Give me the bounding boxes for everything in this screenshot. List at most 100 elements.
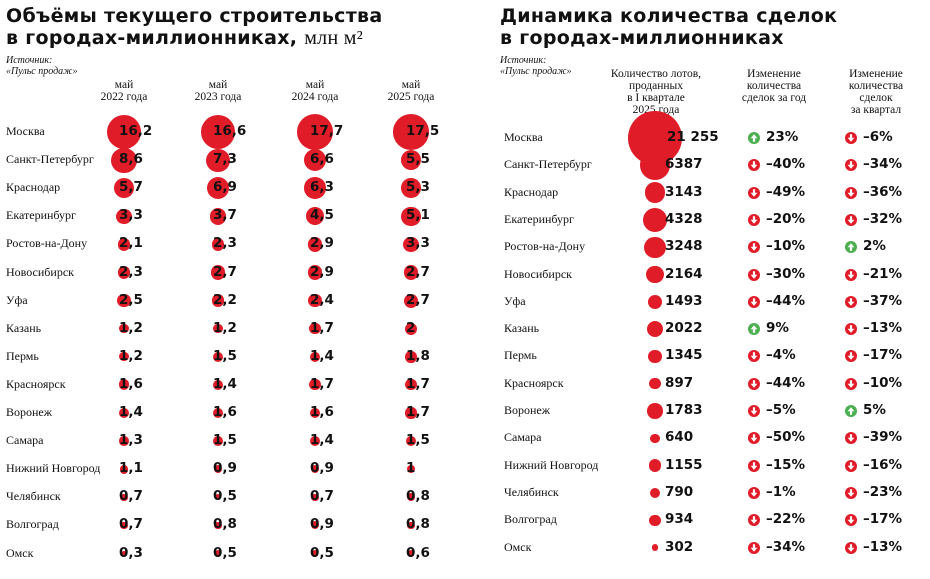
construction-value-label: 2,4: [310, 291, 334, 308]
construction-value-label: 0,8: [213, 516, 237, 533]
lots-value-label: 640: [665, 429, 694, 446]
lots-value-label: 6387: [665, 156, 703, 173]
construction-value-label: 2,1: [119, 235, 143, 252]
lots-bubble: [647, 403, 663, 419]
qoq-change-label: 2%: [863, 238, 886, 255]
construction-value-label: 2,7: [406, 263, 430, 280]
construction-bubble: [401, 178, 421, 199]
left-column-header: май 2025 года: [371, 79, 451, 103]
qoq-change-label: –21%: [863, 265, 903, 282]
yoy-change-label: –50%: [766, 429, 806, 446]
construction-value-label: 0,7: [119, 516, 143, 533]
right-city-label: Санкт-Петербург: [504, 157, 592, 172]
yoy-change-label: –40%: [766, 156, 806, 173]
construction-value-label: 0,5: [213, 488, 237, 505]
construction-bubble: [401, 206, 421, 226]
yoy-change-label: –30%: [766, 265, 806, 282]
arrow-down-icon: [845, 295, 857, 308]
construction-value-label: 5,1: [406, 207, 430, 224]
left-city-label: Санкт-Петербург: [6, 152, 94, 167]
construction-value-label: 7,3: [213, 151, 237, 168]
qoq-change-label: –17%: [863, 347, 903, 364]
construction-bubble: [106, 114, 142, 150]
qoq-change-label: –16%: [863, 456, 903, 473]
construction-value-label: 6,9: [213, 179, 237, 196]
construction-bubble: [120, 521, 128, 529]
lots-bubble: [646, 265, 664, 284]
construction-bubble: [308, 293, 322, 308]
construction-value-label: 17,7: [310, 123, 344, 139]
arrow-down-icon: [748, 459, 760, 472]
construction-value-label: 1,8: [406, 347, 430, 364]
yoy-change-label: –44%: [766, 374, 806, 391]
right-column-header-line: сделок: [859, 92, 893, 104]
lots-value-label: 1493: [665, 292, 703, 309]
construction-bubble: [117, 266, 131, 279]
lots-value-label: 897: [665, 374, 694, 391]
qoq-change-label: –17%: [863, 511, 903, 528]
lots-value-label: 302: [665, 538, 694, 555]
construction-value-label: 3,3: [119, 207, 143, 224]
right-city-label: Самара: [504, 430, 542, 445]
left-city-label: Челябинск: [6, 489, 61, 504]
construction-bubble: [393, 114, 429, 150]
arrow-down-icon: [845, 514, 857, 527]
construction-value-label: 1,6: [119, 375, 143, 392]
arrow-down-icon: [845, 377, 857, 390]
arrow-down-icon: [748, 213, 760, 226]
yoy-change-label: –49%: [766, 183, 806, 200]
construction-value-label: 1,2: [119, 347, 143, 364]
construction-value-label: 2,9: [310, 263, 334, 280]
right-column-header-line: проданных: [628, 80, 684, 92]
arrow-up-icon: [845, 241, 857, 254]
construction-bubble: [113, 177, 135, 199]
construction-value-label: 1,5: [213, 432, 237, 449]
lots-bubble: [648, 349, 662, 364]
arrow-down-icon: [845, 323, 857, 336]
lots-value-label: 3248: [665, 238, 703, 255]
left-column-header-line: май: [208, 79, 228, 91]
construction-value-label: 1,4: [213, 375, 237, 392]
lots-value-label: 4328: [665, 210, 703, 227]
arrow-down-icon: [845, 132, 857, 144]
construction-bubble: [309, 351, 321, 362]
yoy-change-label: –15%: [766, 456, 806, 473]
left-source-name: «Пульс продаж»: [6, 66, 78, 77]
construction-bubble: [118, 407, 130, 419]
construction-bubble: [403, 236, 419, 253]
construction-bubble: [120, 493, 128, 501]
left-source: Источник: «Пульс продаж»: [6, 55, 77, 77]
construction-value-label: 2,5: [119, 291, 143, 308]
right-column-header-line: Изменение: [747, 68, 801, 80]
left-city-label: Краснодар: [6, 180, 61, 195]
right-column-header-line: Изменение: [849, 68, 903, 80]
construction-bubble: [118, 379, 130, 391]
left-column-header-line: 2023 года: [194, 91, 242, 103]
construction-bubble: [400, 150, 422, 171]
yoy-change-label: –5%: [766, 402, 796, 418]
construction-bubble: [307, 237, 323, 252]
construction-bubble: [121, 551, 127, 556]
construction-value-label: 2,7: [406, 291, 430, 308]
construction-value-label: 1,6: [213, 404, 237, 420]
arrow-down-icon: [845, 350, 857, 363]
construction-bubble: [403, 293, 419, 308]
qoq-change-label: –37%: [863, 292, 903, 309]
arrow-down-icon: [748, 241, 760, 254]
arrow-down-icon: [748, 541, 760, 554]
arrow-up-icon: [748, 132, 760, 144]
construction-bubble: [213, 465, 223, 474]
construction-value-label: 6,3: [310, 179, 334, 196]
left-column-header: май 2023 года: [178, 79, 258, 103]
construction-bubble: [309, 379, 321, 391]
construction-value-label: 2,2: [213, 291, 237, 308]
construction-value-label: 1,2: [119, 319, 143, 336]
arrow-down-icon: [748, 186, 760, 199]
construction-bubble: [119, 352, 129, 362]
yoy-change-label: 23%: [766, 129, 799, 145]
construction-value-label: 1,5: [213, 347, 237, 364]
right-city-label: Челябинск: [504, 484, 559, 499]
right-city-label: Красноярск: [504, 375, 564, 390]
construction-value-label: 0,5: [310, 544, 334, 561]
left-column-header: май 2024 года: [275, 79, 355, 103]
